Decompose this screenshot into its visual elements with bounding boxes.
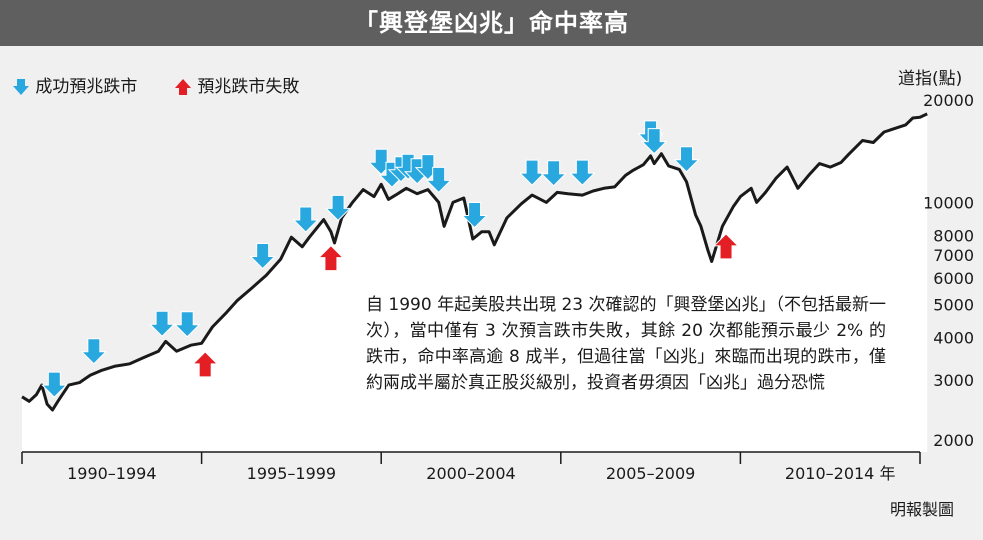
signal-failure-arrow [317, 244, 345, 272]
legend-success-label: 成功預兆跌市 [35, 77, 138, 97]
signal-success-arrow [148, 310, 176, 337]
signal-failure-arrow [712, 233, 740, 260]
legend-success: 成功預兆跌市 [12, 72, 137, 97]
signal-success-arrow [324, 194, 352, 222]
x-category-label: 1995–1999 [247, 464, 336, 483]
credit-label: 明報製圖 [890, 500, 955, 519]
y-tick-label: 20000 [923, 91, 974, 110]
signal-success-arrow [41, 371, 68, 398]
y-tick-label: 2000 [933, 431, 974, 450]
signal-success-arrow [425, 166, 452, 194]
legend-failure: 預兆跌市失敗 [174, 72, 299, 97]
signal-failure-arrow [191, 351, 219, 378]
x-category-label: 2000–2004 [426, 464, 515, 483]
signal-success-arrow [540, 160, 567, 187]
y-tick-label: 3000 [933, 371, 974, 390]
signal-success-arrow [640, 128, 668, 155]
signal-success-arrow [249, 242, 276, 270]
signal-success-arrow [569, 159, 596, 186]
y-tick-label: 10000 [923, 193, 974, 212]
y-axis-label: 道指(點) [898, 69, 963, 89]
y-tick-label: 4000 [933, 329, 974, 348]
annotation-text: 自 1990 年起美股共出現 23 次確認的「興登堡凶兆」（不包括最新一次），當… [366, 295, 887, 393]
y-tick-label: 6000 [933, 269, 974, 288]
x-category-label: 1990–1994 [67, 464, 156, 483]
area-fill [22, 113, 928, 453]
down-arrow-icon [13, 79, 29, 95]
signal-success-arrow [461, 202, 488, 229]
signal-success-arrow [292, 206, 319, 233]
x-category-label: 2010–2014 年 [785, 464, 896, 483]
up-arrow-icon [175, 79, 191, 95]
x-category-label: 2005–2009 [606, 464, 695, 483]
signal-success-arrow [80, 338, 108, 365]
legend-failure-label: 預兆跌市失敗 [197, 77, 300, 97]
y-tick-label: 5000 [933, 296, 974, 315]
signal-success-arrow [174, 311, 201, 338]
y-tick-label: 8000 [933, 226, 974, 245]
series-line [21, 112, 928, 412]
chart-title: 「興登堡凶兆」命中率高 [0, 0, 983, 46]
signal-success-arrow [673, 146, 700, 173]
signal-success-arrow [518, 159, 546, 186]
y-tick-label: 7000 [933, 246, 974, 265]
